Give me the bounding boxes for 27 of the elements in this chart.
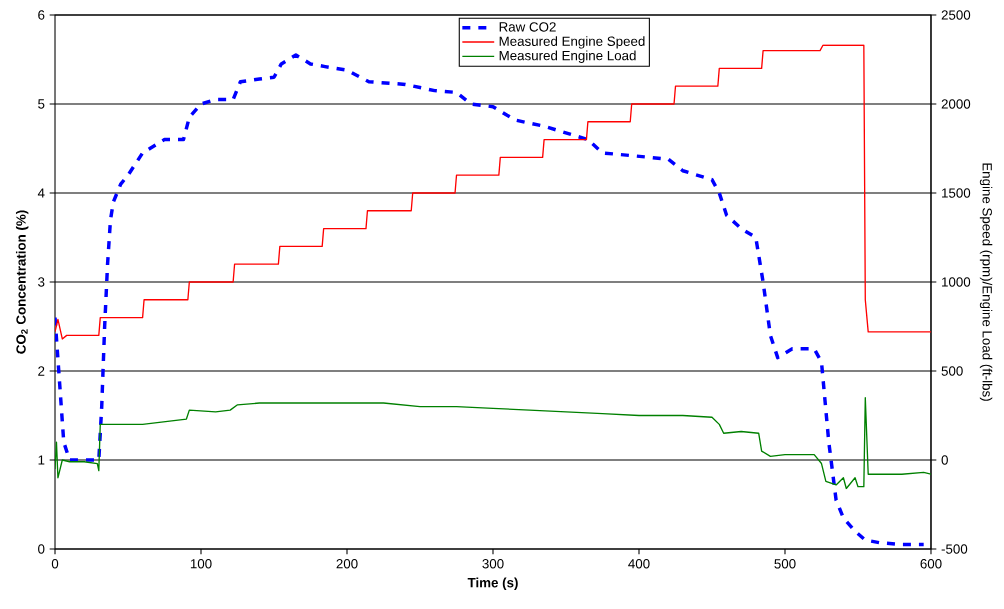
legend-label: Raw CO2 (499, 22, 556, 32)
legend-label: Measured Engine Speed (499, 36, 645, 49)
y-axis-title: CO$_{2}$ Concentration (%) (15, 210, 29, 354)
y-tick-label: 0 (38, 544, 45, 554)
y2-tick-label: 0 (941, 455, 948, 465)
y2-tick-label: 2500 (941, 10, 971, 20)
y-tick-label: 1 (38, 455, 45, 465)
x-tick-label: 100 (190, 559, 212, 569)
y-tick-label: 6 (38, 10, 45, 20)
y2-tick-label: 1000 (942, 277, 971, 287)
x-tick-label: 300 (482, 559, 504, 569)
y2-tick-label: 2000 (941, 99, 971, 109)
x-axis-title: Time (s) (467, 577, 518, 591)
y-tick-label: 2 (38, 366, 45, 376)
y2-tick-label: -500 (941, 544, 968, 554)
y-tick-label: 5 (38, 99, 45, 109)
y2-tick-label: 1500 (942, 188, 971, 198)
y-tick-label: 4 (37, 188, 45, 198)
x-tick-label: 0 (51, 559, 59, 569)
y2-tick-label: 500 (941, 366, 963, 376)
x-tick-label: 600 (920, 559, 942, 569)
legend-label: Measured Engine Load (499, 50, 636, 63)
y2-axis-title: Engine Speed (rpm)/Engine Load (ft-lbs) (979, 163, 993, 401)
y-tick-label: 3 (38, 277, 45, 287)
x-tick-label: 400 (628, 559, 650, 569)
x-tick-label: 500 (774, 559, 796, 569)
x-tick-label: 200 (336, 559, 358, 569)
